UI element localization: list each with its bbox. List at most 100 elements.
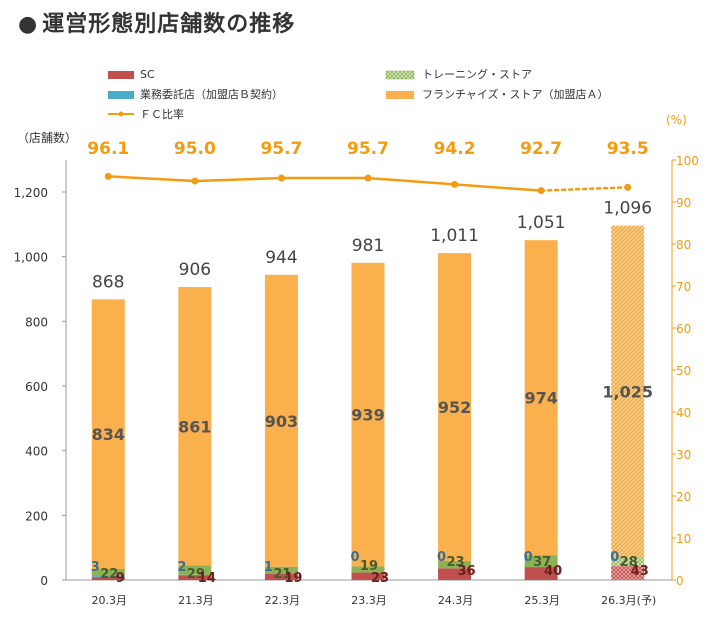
- fc-ratio-point: [104, 172, 112, 180]
- fc-value-label: 974: [524, 389, 557, 408]
- total-label: 1,096: [603, 199, 652, 219]
- total-label: 944: [265, 248, 297, 268]
- fc-ratio-point: [364, 174, 372, 182]
- y-right-tick-label: 10: [676, 532, 691, 546]
- y-left-tick-label: 200: [25, 509, 48, 523]
- y-axis-left-title: （店舗数）: [17, 130, 77, 145]
- fc-value-label: 952: [438, 398, 471, 417]
- bar-segment-training: [524, 555, 558, 568]
- legend-swatch-training: [385, 70, 415, 80]
- fc-ratio-label: 94.2: [434, 139, 476, 159]
- x-tick-label: 26.3月(予): [601, 594, 656, 607]
- bar-segment-gyomu: [91, 576, 125, 578]
- bar-segment-training: [351, 566, 385, 573]
- y-left-tick-label: 600: [25, 380, 48, 394]
- y-right-tick-label: 50: [676, 364, 691, 378]
- gyomu-value-label: 0: [610, 550, 619, 565]
- training-value-label: 23: [447, 555, 465, 570]
- gyomu-value-label: 3: [91, 560, 100, 575]
- gyomu-value-label: 2: [177, 560, 186, 575]
- gyomu-value-label: 0: [350, 550, 359, 565]
- y-right-tick-label: 60: [676, 322, 691, 336]
- legend-swatch-fc: [386, 91, 414, 99]
- bar-segment-sc: [351, 572, 385, 580]
- sc-value-label: 14: [198, 571, 216, 586]
- bar-segment-training: [438, 560, 472, 569]
- x-tick-label: 20.3月: [92, 594, 128, 607]
- bar-segment-training: [91, 569, 125, 577]
- fc-ratio-segment: [108, 175, 195, 183]
- training-value-label: 22: [100, 567, 118, 582]
- legend-marker-ratio: [118, 111, 124, 117]
- legend-swatch-sc: [108, 71, 134, 79]
- sc-value-label: 40: [544, 564, 562, 579]
- training-value-label: 28: [620, 555, 638, 570]
- fc-ratio-label: 95.7: [260, 139, 302, 159]
- fc-ratio-label: 95.7: [347, 139, 389, 159]
- fc-ratio-segment: [367, 176, 455, 186]
- y-left-tick-label: 0: [40, 574, 48, 588]
- fc-ratio-label: 93.5: [607, 139, 649, 159]
- training-value-label: 21: [273, 567, 291, 582]
- gyomu-value-label: 1: [264, 560, 273, 575]
- page-title: ● 運営形態別店舗数の推移: [18, 12, 296, 37]
- fc-ratio-point: [277, 174, 285, 182]
- sc-value-label: 43: [631, 564, 649, 579]
- y-right-tick-label: 40: [676, 406, 691, 420]
- legend-label-ratio: ＦＣ比率: [140, 107, 184, 121]
- bar-segment-sc: [611, 566, 645, 580]
- x-tick-label: 24.3月: [438, 594, 474, 607]
- fc-ratio-segment: [539, 186, 629, 192]
- legend-label-sc: SC: [140, 68, 155, 81]
- total-label: 1,051: [517, 213, 566, 233]
- fc-ratio-label: 92.7: [520, 139, 562, 159]
- bar-segment-sc: [178, 575, 212, 580]
- legend-swatch-gyomu: [108, 91, 134, 99]
- bar-segment-sc: [91, 577, 125, 580]
- training-value-label: 37: [533, 555, 551, 570]
- y-right-tick-label: 30: [676, 448, 691, 462]
- fc-value-label: 939: [351, 406, 384, 425]
- y-right-tick-label: 90: [676, 196, 691, 210]
- bar-segment-sc: [524, 567, 558, 580]
- y-left-tick-label: 800: [25, 315, 48, 329]
- sc-value-label: 9: [116, 571, 125, 586]
- fc-ratio-point: [191, 177, 199, 185]
- fc-value-label: 834: [92, 425, 125, 444]
- total-label: 981: [352, 236, 384, 256]
- bar-segment-gyomu: [178, 574, 212, 576]
- legend: SC 業務委託店（加盟店Ｂ契約） トレーニング・ストア フランチャイズ・ストア（…: [108, 67, 609, 121]
- fc-value-label: 861: [178, 417, 211, 436]
- bar-segment-fc: [91, 299, 125, 570]
- x-tick-label: 23.3月: [351, 594, 387, 607]
- bar-segment-fc: [524, 240, 558, 556]
- sc-value-label: 19: [284, 571, 302, 586]
- page-title-text: 運営形態別店舗数の推移: [42, 12, 296, 37]
- fc-ratio-label: 96.1: [87, 139, 129, 159]
- y-right-tick-label: 70: [676, 280, 691, 294]
- bar-segment-fc: [611, 225, 645, 558]
- fc-ratio-label: 95.0: [174, 139, 216, 159]
- bar-segment-training: [611, 557, 645, 567]
- sc-value-label: 36: [458, 564, 476, 579]
- x-tick-label: 25.3月: [524, 594, 560, 607]
- bar-segment-training: [178, 565, 212, 575]
- fc-value-label: 903: [265, 412, 298, 431]
- fc-value-label: 1,025: [602, 382, 653, 401]
- y-right-tick-label: 80: [676, 238, 691, 252]
- fc-ratio-point: [451, 180, 459, 188]
- training-value-label: 19: [360, 559, 378, 574]
- y-right-tick-label: 20: [676, 490, 691, 504]
- bar-segment-training: [264, 566, 298, 574]
- bar-segment-fc: [438, 253, 472, 561]
- x-tick-label: 22.3月: [265, 594, 301, 607]
- gyomu-value-label: 0: [524, 550, 533, 565]
- total-label: 868: [92, 272, 124, 292]
- sc-value-label: 23: [371, 571, 389, 586]
- legend-label-training: トレーニング・ストア: [422, 67, 532, 81]
- total-label: 1,011: [430, 226, 479, 246]
- total-label: 906: [179, 260, 211, 280]
- bar-segment-fc: [264, 274, 298, 567]
- legend-label-gyomu: 業務委託店（加盟店Ｂ契約）: [140, 87, 283, 101]
